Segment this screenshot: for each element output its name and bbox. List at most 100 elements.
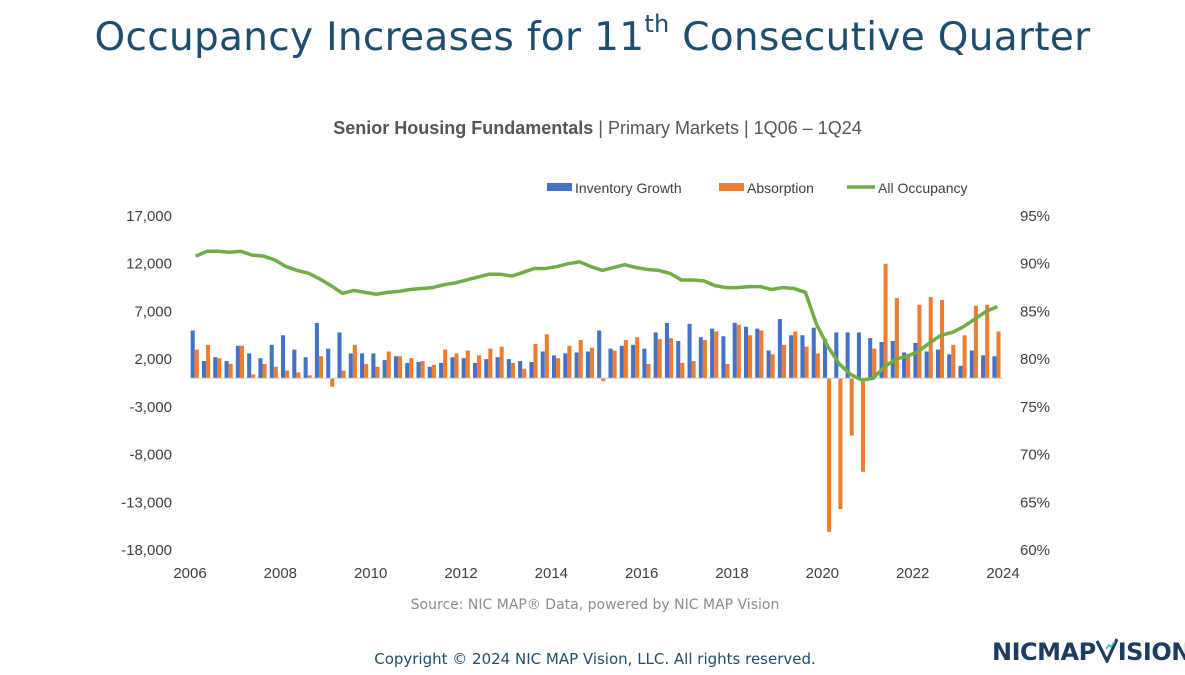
inventory-growth-bar xyxy=(619,345,624,379)
inventory-growth-bar xyxy=(506,359,511,379)
inventory-growth-bar xyxy=(281,335,286,379)
absorption-bar xyxy=(668,338,674,379)
inventory-growth-bar xyxy=(947,354,952,379)
right-tick-label: 70% xyxy=(1020,447,1050,464)
absorption-bar xyxy=(556,358,561,379)
inventory-growth-bar xyxy=(393,356,398,379)
inventory-growth-bar xyxy=(563,353,568,379)
x-axis: 2006 2008 2010 2012 2014 2016 2018 2020 2022 2024 xyxy=(173,565,1019,582)
inventory-growth-bar xyxy=(235,345,240,379)
bar-series xyxy=(190,263,1001,532)
absorption-bar xyxy=(318,356,324,379)
absorption-bar xyxy=(589,347,595,379)
inventory-growth-bar xyxy=(631,344,636,379)
inventory-growth-bar xyxy=(540,351,545,379)
inventory-growth-bar xyxy=(721,336,726,379)
absorption-bar xyxy=(849,378,854,436)
absorption-bar xyxy=(567,345,572,379)
inventory-growth-bar xyxy=(732,322,737,379)
inventory-growth-bar xyxy=(811,327,816,379)
absorption-bar xyxy=(612,350,617,379)
x-tick-label: 2024 xyxy=(986,565,1019,582)
inventory-growth-bar xyxy=(585,351,590,379)
slide-title-main: Occupancy Increases for 11 xyxy=(94,15,645,60)
inventory-growth-bar xyxy=(992,356,997,379)
inventory-growth-bar xyxy=(597,330,602,379)
absorption-bar xyxy=(296,372,301,379)
inventory-growth-bar xyxy=(642,348,647,379)
absorption-bar xyxy=(206,344,211,379)
inventory-growth-bar xyxy=(416,362,421,379)
absorption-bar xyxy=(397,356,403,379)
right-tick-label: 95% xyxy=(1020,208,1050,225)
absorption-bar xyxy=(759,330,764,379)
inventory-growth-bar xyxy=(743,326,749,379)
absorption-bar xyxy=(872,348,877,379)
x-tick-label: 2014 xyxy=(535,565,568,582)
absorption-bar xyxy=(522,368,527,379)
inventory-growth-bar xyxy=(201,361,207,379)
absorption-bar xyxy=(285,370,290,379)
absorption-bar xyxy=(330,378,335,387)
absorption-bar xyxy=(985,304,990,379)
inventory-growth-bar xyxy=(845,332,850,379)
absorption-bar xyxy=(262,363,267,379)
inventory-growth-bar xyxy=(518,361,523,379)
absorption-bar xyxy=(386,351,391,379)
slide-title-sup: th xyxy=(644,10,670,38)
absorption-bar xyxy=(793,331,798,379)
absorption-bar xyxy=(364,363,369,379)
legend-label: Inventory Growth xyxy=(575,180,682,196)
x-tick-label: 2008 xyxy=(264,565,297,582)
absorption-bar xyxy=(838,378,843,509)
absorption-bar xyxy=(499,346,504,379)
right-tick-label: 60% xyxy=(1020,542,1050,559)
left-tick-label: -8,000 xyxy=(129,447,172,464)
absorption-bar xyxy=(431,364,436,379)
absorption-bar xyxy=(251,374,256,379)
absorption-bar xyxy=(928,297,933,379)
left-tick-label: 17,000 xyxy=(126,208,172,225)
chart-legend: Inventory Growth Absorption All Occupancy xyxy=(547,180,967,196)
inventory-growth-bar xyxy=(902,352,907,379)
absorption-bar xyxy=(894,298,899,379)
nic-map-vision-logo: NICMAP ISION xyxy=(992,634,1185,666)
absorption-bar xyxy=(307,375,312,379)
inventory-growth-bar xyxy=(337,332,342,379)
inventory-growth-bar xyxy=(190,330,195,379)
absorption-bar xyxy=(465,350,470,379)
inventory-growth-bar xyxy=(258,358,263,379)
absorption-bar xyxy=(827,378,832,532)
chart-subtitle-bold: Senior Housing Fundamentals xyxy=(333,118,594,138)
inventory-growth-bar xyxy=(868,338,873,379)
inventory-growth-bar xyxy=(766,350,771,379)
legend-label: All Occupancy xyxy=(878,180,967,196)
inventory-growth-bar xyxy=(958,365,963,379)
absorption-bar xyxy=(748,335,753,379)
x-tick-label: 2020 xyxy=(806,565,839,582)
inventory-growth-bar xyxy=(935,349,940,379)
inventory-growth-bar xyxy=(269,344,274,379)
absorption-bar xyxy=(883,263,888,379)
x-tick-label: 2016 xyxy=(625,565,658,582)
absorption-bar xyxy=(601,378,606,382)
absorption-bar xyxy=(815,353,820,379)
left-tick-label: -18,000 xyxy=(121,542,172,559)
chart-subtitle: Senior Housing Fundamentals | Primary Ma… xyxy=(0,118,1185,139)
absorption-bar xyxy=(454,353,459,379)
absorption-bar xyxy=(273,366,278,379)
absorption-bar xyxy=(443,349,448,379)
absorption-bar xyxy=(973,305,978,379)
absorption-bar xyxy=(962,335,967,379)
right-tick-label: 80% xyxy=(1020,351,1050,368)
inventory-growth-bar xyxy=(924,351,929,379)
absorption-bar xyxy=(341,370,346,379)
inventory-growth-bar xyxy=(314,322,319,379)
inventory-growth-bar xyxy=(405,362,410,379)
inventory-growth-bar xyxy=(247,353,252,379)
x-tick-label: 2018 xyxy=(715,565,748,582)
absorption-bar xyxy=(352,344,357,379)
legend-label: Absorption xyxy=(747,180,814,196)
absorption-bar xyxy=(635,337,640,379)
left-tick-label: -13,000 xyxy=(121,494,172,511)
